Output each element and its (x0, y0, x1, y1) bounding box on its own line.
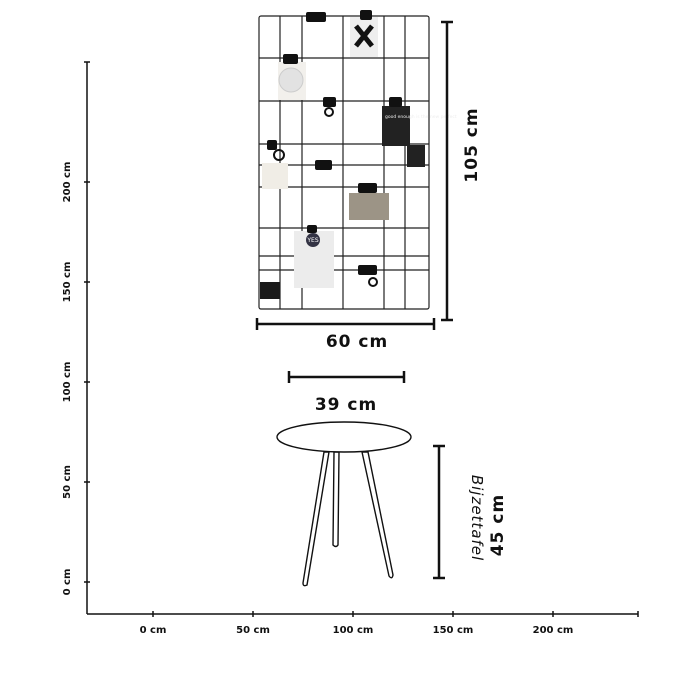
board-width-label: 60 cm (326, 332, 388, 352)
table-top (276, 421, 412, 453)
clip-icon (389, 97, 402, 107)
y-tick-label: 0 cm (62, 569, 73, 596)
table-height-dimension-line (433, 444, 445, 580)
height-dimension-line (441, 20, 453, 322)
y-tick-label: 100 cm (62, 362, 73, 403)
x-tick-label: 100 cm (333, 625, 374, 636)
table-height-label: 45 cm (488, 494, 508, 556)
diameter-dimension-line (287, 371, 406, 383)
y-tick-label: 150 cm (62, 262, 73, 303)
clip-icon (323, 97, 336, 107)
black-square (260, 282, 280, 299)
x-tick-label: 150 cm (433, 625, 474, 636)
table-diameter-label: 39 cm (315, 395, 377, 415)
x-tick-label: 200 cm (533, 625, 574, 636)
clip-icon (360, 10, 372, 20)
clip-icon (283, 54, 298, 64)
side-table: 39 cm Bijzettafel 45 cm (276, 371, 508, 587)
width-dimension-line (255, 318, 436, 330)
table-drawing (276, 421, 412, 587)
note-card (262, 163, 288, 189)
quote-card-text: good enough is the new perfect (385, 114, 457, 120)
black-square (407, 145, 425, 167)
clip-icon (315, 160, 332, 170)
clips (267, 10, 402, 287)
quote-card (382, 106, 410, 146)
board-height-label: 105 cm (462, 107, 482, 182)
clip-icon (358, 265, 377, 275)
memo-board: good enough is the new perfect YES (255, 10, 482, 352)
table-name-label: Bijzettafel (468, 475, 486, 561)
clip-icon (307, 225, 317, 233)
photo-card (349, 193, 389, 220)
axes (84, 61, 639, 617)
x-mark-icon (354, 24, 374, 48)
yes-poster-text: YES (306, 237, 318, 244)
x-tick-label: 0 cm (140, 625, 167, 636)
y-tick-label: 50 cm (62, 465, 73, 499)
clip-icon (306, 12, 326, 22)
clip-icon (358, 183, 377, 193)
clip-icon (267, 140, 277, 150)
x-tick-label: 50 cm (236, 625, 270, 636)
y-tick-label: 200 cm (62, 162, 73, 203)
